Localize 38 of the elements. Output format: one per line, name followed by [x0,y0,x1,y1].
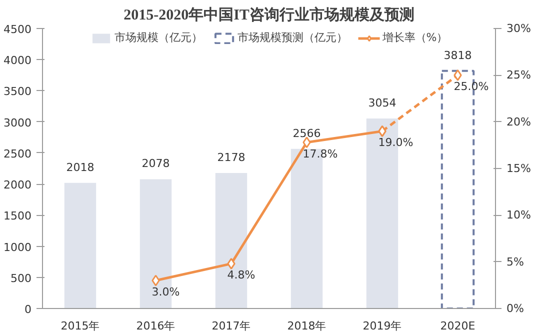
data-label: 3.0% [152,286,180,298]
y-tick-label: 500 [10,272,32,285]
x-tick-label: 2015年 [60,320,100,332]
y-tick-label: 1500 [4,210,32,223]
data-label: 3818 [444,48,472,62]
data-label: 17.8% [302,147,338,160]
x-tick-label: 2017年 [212,320,251,332]
y-tick-label: 1000 [4,240,32,254]
y2-tick-label: 25% [506,68,531,82]
y-tick-label: 2000 [4,178,32,192]
x-tick-label: 2016年 [136,320,176,332]
x-tick-label: 2020E [440,320,476,332]
legend-label: 市场规模（亿元） [114,30,202,45]
chart-title: 2015-2020年中国IT咨询行业市场规模及预测 [124,6,414,24]
data-label: 3054 [368,96,396,110]
y2-tick-label: 20% [506,115,531,128]
y2-tick-label: 30% [506,22,531,35]
y-tick-label: 3000 [4,116,32,130]
data-label: 19.0% [378,136,414,150]
data-label: 2566 [292,126,321,140]
y-tick-label: 4500 [4,23,32,36]
data-label: 4.8% [227,268,256,282]
data-label: 2078 [142,157,170,170]
data-label: 2178 [217,150,246,164]
y-tick-label: 3500 [4,85,32,98]
legend-label: 市场规模预测（亿元） [237,30,348,45]
x-tick-label: 2019年 [362,320,402,332]
y2-tick-label: 5% [506,255,524,268]
data-label: 2018 [66,160,94,174]
data-label: 25.0% [454,80,489,94]
y2-tick-label: 15% [506,162,531,175]
y-tick-label: 2500 [4,147,32,160]
y2-tick-label: 0% [506,302,524,315]
y-tick-label: 0 [24,303,32,316]
legend-label: 增长率（%） [382,30,448,45]
x-tick-label: 2018年 [287,320,326,332]
y2-tick-label: 10% [506,208,531,222]
y-tick-label: 4000 [4,54,32,68]
